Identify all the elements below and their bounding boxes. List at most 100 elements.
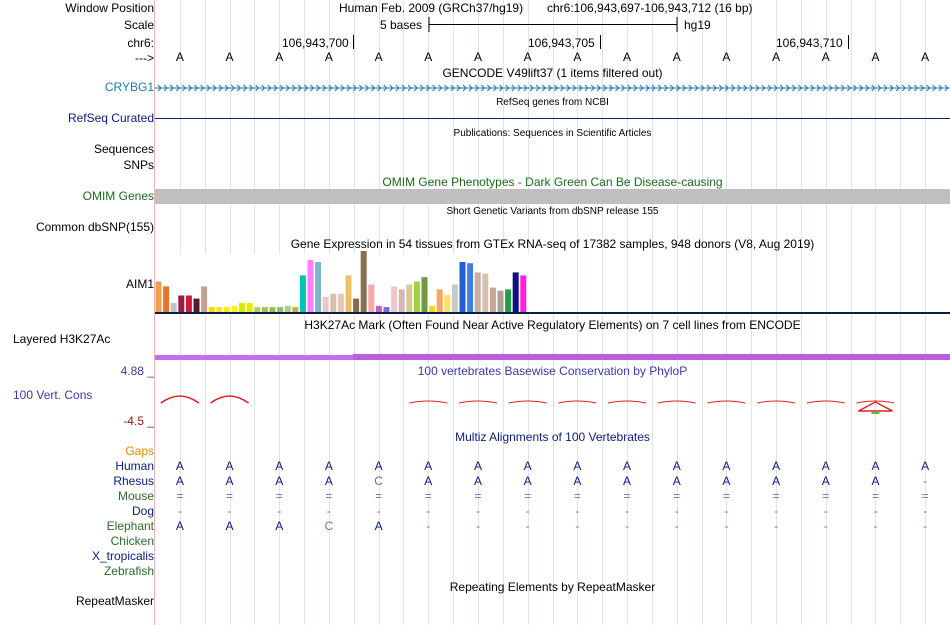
gtex-tissue-bar[interactable] [512, 272, 519, 312]
gtex-tissue-bar[interactable] [505, 289, 512, 312]
gtex-tissue-bar[interactable] [322, 296, 329, 313]
gtex-tissue-bar[interactable] [239, 302, 246, 313]
gtex-tissue-bar[interactable] [223, 307, 230, 312]
strand-chevron [541, 84, 547, 92]
alignment-base: A [374, 519, 383, 533]
strand-chevron [175, 84, 181, 92]
gtex-tissue-bar[interactable] [261, 307, 268, 312]
alignment-base: - [873, 504, 878, 518]
species-label-human[interactable]: Human [115, 459, 154, 473]
gtex-tissue-bar[interactable] [284, 305, 291, 312]
gtex-tissue-bar[interactable] [170, 302, 177, 313]
gtex-tissue-bar[interactable] [429, 305, 436, 312]
common-dbsnp-label[interactable]: Common dbSNP(155) [35, 220, 154, 234]
gtex-tissue-bar[interactable] [375, 305, 382, 312]
gtex-tissue-bar[interactable] [155, 281, 162, 313]
sequence-base: A [573, 50, 582, 64]
gtex-tissue-bar[interactable] [391, 286, 398, 312]
gtex-tissue-bar[interactable] [474, 272, 481, 312]
gtex-tissue-bar[interactable] [406, 284, 413, 312]
gtex-tissue-bar[interactable] [307, 260, 314, 312]
crybg1-gene-feature[interactable] [155, 82, 950, 94]
species-label-zebrafish[interactable]: Zebrafish [103, 564, 154, 578]
strand-chevron [938, 84, 943, 92]
gtex-tissue-bar[interactable] [482, 273, 489, 312]
gtex-tissue-bar[interactable] [246, 302, 253, 313]
gtex-tissue-bar[interactable] [436, 289, 443, 312]
gtex-tissue-bar[interactable] [185, 295, 192, 313]
gtex-tissue-bar[interactable] [398, 289, 405, 312]
gtex-tissue-bar[interactable] [337, 293, 344, 312]
omim-genes-label[interactable]: OMIM Genes [82, 189, 154, 203]
species-label-elephant[interactable]: Elephant [106, 519, 154, 533]
omim-gene-feature[interactable] [155, 189, 950, 204]
dbsnp-track-title: Short Genetic Variants from dbSNP releas… [446, 206, 659, 217]
gtex-tissue-bar[interactable] [231, 305, 238, 312]
gtex-tissue-bar[interactable] [299, 275, 306, 312]
phylop-wiggle [756, 400, 796, 404]
strand-chevron [560, 84, 565, 92]
gtex-tissue-bar[interactable] [360, 251, 367, 312]
gtex-tissue-bar[interactable] [459, 262, 466, 312]
gtex-tissue-bar[interactable] [269, 307, 276, 312]
refseq-curated-label[interactable]: RefSeq Curated [67, 111, 154, 125]
strand-chevron [297, 84, 303, 92]
alignment-base: - [923, 504, 928, 518]
gtex-tissue-bar[interactable] [330, 293, 337, 312]
strand-chevron [285, 84, 290, 92]
gtex-tissue-bar[interactable] [216, 307, 223, 312]
gtex-tissue-bar[interactable] [444, 294, 451, 312]
h3k27ac-signal-left[interactable] [155, 355, 353, 360]
alignment-base: - [525, 519, 530, 533]
alignment-base: - [376, 504, 381, 518]
crybg1-label[interactable]: CRYBG1 [104, 80, 154, 94]
strand-chevron [663, 84, 669, 92]
gaps-label[interactable]: Gaps [125, 444, 154, 458]
strand-chevron [578, 84, 583, 92]
snps-label[interactable]: SNPs [123, 158, 154, 172]
strand-chevron [816, 84, 821, 92]
gtex-tissue-bar[interactable] [201, 286, 208, 312]
gtex-tissue-bar[interactable] [292, 307, 299, 312]
species-label-rhesus[interactable]: Rhesus [113, 474, 154, 488]
repeatmasker-label[interactable]: RepeatMasker [75, 594, 154, 608]
gtex-tissue-bar[interactable] [520, 275, 527, 312]
gtex-tissue-bar[interactable] [383, 307, 390, 312]
gtex-tissue-bar[interactable] [413, 281, 420, 313]
gtex-tissue-bar[interactable] [467, 263, 474, 312]
gtex-tissue-bar[interactable] [254, 307, 261, 312]
species-label-mouse[interactable]: Mouse [117, 489, 154, 503]
gtex-tissue-bar[interactable] [489, 287, 496, 312]
gtex-tissue-bar[interactable] [368, 284, 375, 312]
gtex-tissue-bar[interactable] [208, 307, 215, 312]
sequences-label[interactable]: Sequences [93, 142, 154, 156]
strand-chevron [676, 84, 681, 92]
window-position-label: Window Position [65, 1, 154, 15]
species-label-x_tropicalis[interactable]: X_tropicalis [91, 549, 154, 563]
gtex-tissue-bar[interactable] [163, 286, 170, 312]
alignment-base: = [226, 489, 234, 503]
layered-h3k27ac-label[interactable]: Layered H3K27Ac [13, 332, 111, 346]
gtex-tissue-bar[interactable] [178, 295, 185, 313]
refseq-gene-line[interactable] [155, 118, 950, 119]
alignment-base: = [921, 489, 929, 503]
gtex-tissue-bar[interactable] [193, 298, 200, 312]
gtex-tissue-bar[interactable] [315, 262, 322, 312]
gtex-tissue-bar[interactable] [451, 284, 458, 312]
strand-chevron [304, 84, 309, 92]
gtex-tissue-bar[interactable] [497, 290, 504, 312]
gtex-tissue-bar[interactable] [353, 298, 360, 312]
species-label-chicken[interactable]: Chicken [110, 534, 154, 548]
aim1-label[interactable]: AIM1 [125, 277, 154, 291]
gtex-tissue-bar[interactable] [421, 277, 428, 312]
scale-bar-text: 5 bases [380, 18, 423, 32]
strand-chevron [352, 84, 357, 92]
gtex-tissue-bar[interactable] [277, 307, 284, 312]
alignment-base: A [772, 459, 781, 473]
species-label-dog[interactable]: Dog [131, 504, 154, 518]
phylop-conservation-plot[interactable] [155, 390, 950, 420]
vert-cons-label[interactable]: 100 Vert. Cons [13, 388, 93, 402]
gtex-tissue-bar[interactable] [345, 275, 352, 312]
h3k27ac-signal-right[interactable] [353, 354, 950, 360]
gtex-expression-chart[interactable] [155, 250, 950, 314]
